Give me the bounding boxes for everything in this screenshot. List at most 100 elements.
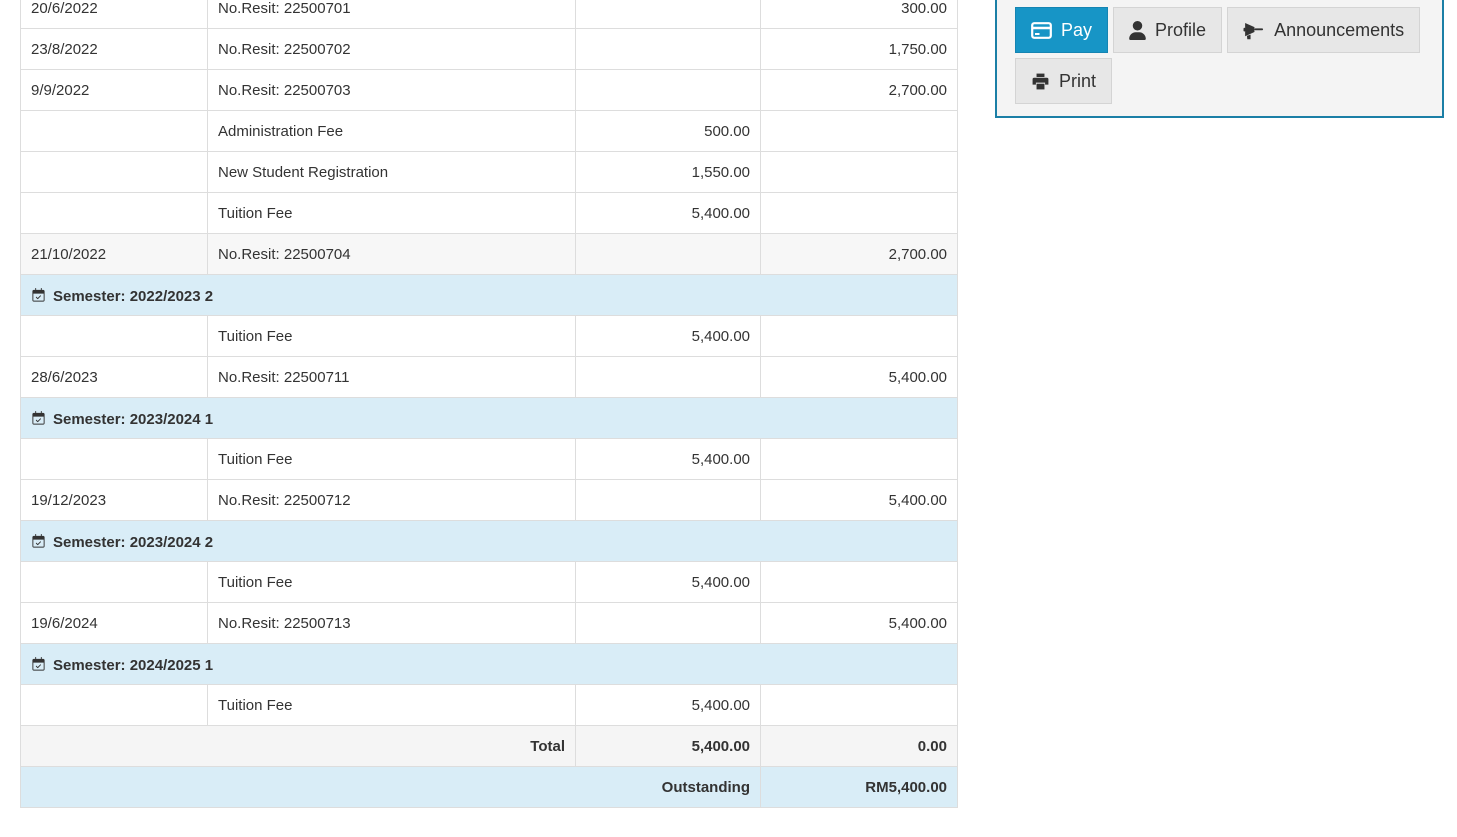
cell-description: Administration Fee (207, 110, 576, 152)
cell-debit: 500.00 (575, 110, 761, 152)
outstanding-row: Outstanding RM5,400.00 (20, 766, 958, 808)
action-panel: Pay Profile Announcements Print (995, 0, 1444, 118)
table-row: 19/12/2023 No.Resit: 22500712 5,400.00 (20, 479, 958, 521)
cell-credit (760, 110, 958, 152)
cell-date (20, 110, 208, 152)
cell-credit (760, 151, 958, 193)
fee-table-body: 20/6/2022 No.Resit: 22500701 300.00 23/8/20… (20, 0, 958, 726)
cell-date (20, 192, 208, 234)
cell-debit (575, 602, 761, 644)
table-row: 20/6/2022 No.Resit: 22500701 300.00 (20, 0, 958, 29)
cell-credit: 300.00 (760, 0, 958, 29)
table-row: Tuition Fee 5,400.00 (20, 684, 958, 726)
cell-description: No.Resit: 22500702 (207, 28, 576, 70)
cell-description: Tuition Fee (207, 684, 576, 726)
cell-date: 23/8/2022 (20, 28, 208, 70)
cell-debit (575, 28, 761, 70)
cell-credit: 2,700.00 (760, 69, 958, 111)
cell-debit (575, 69, 761, 111)
button-label: Announcements (1274, 20, 1405, 40)
semester-label-text: Semester: 2023/2024 2 (53, 533, 214, 551)
cell-credit (760, 192, 958, 234)
cell-debit: 5,400.00 (575, 438, 761, 480)
cell-debit (575, 0, 761, 29)
table-row: Administration Fee 500.00 (20, 110, 958, 152)
cell-debit (575, 479, 761, 521)
semester-label: Semester: 2024/2025 1 (20, 643, 958, 685)
cell-description: No.Resit: 22500712 (207, 479, 576, 521)
table-row: 28/6/2023 No.Resit: 22500711 5,400.00 (20, 356, 958, 398)
cell-credit: 5,400.00 (760, 479, 958, 521)
cell-date: 19/12/2023 (20, 479, 208, 521)
cell-debit: 5,400.00 (575, 192, 761, 234)
total-debit: 5,400.00 (575, 725, 761, 767)
cell-credit: 2,700.00 (760, 233, 958, 275)
cell-date: 28/6/2023 (20, 356, 208, 398)
cell-date: 19/6/2024 (20, 602, 208, 644)
print-button[interactable]: Print (1015, 58, 1113, 104)
table-row: Tuition Fee 5,400.00 (20, 315, 958, 357)
cell-description: No.Resit: 22500711 (207, 356, 576, 398)
cell-description: Tuition Fee (207, 315, 576, 357)
table-row: Tuition Fee 5,400.00 (20, 192, 958, 234)
table-row: New Student Registration 1,550.00 (20, 151, 958, 193)
cell-description: Tuition Fee (207, 192, 576, 234)
profile-button[interactable]: Profile (1113, 7, 1223, 53)
table-row: 9/9/2022 No.Resit: 22500703 2,700.00 (20, 69, 958, 111)
semester-label-text: Semester: 2022/2023 2 (53, 287, 214, 305)
semester-label: Semester: 2023/2024 1 (20, 397, 958, 439)
semester-header-row: Semester: 2024/2025 1 (20, 643, 958, 685)
cell-date: 20/6/2022 (20, 0, 208, 29)
cell-debit: 5,400.00 (575, 315, 761, 357)
cell-credit: 5,400.00 (760, 602, 958, 644)
table-row: 23/8/2022 No.Resit: 22500702 1,750.00 (20, 28, 958, 70)
cell-credit (760, 438, 958, 480)
table-row: Tuition Fee 5,400.00 (20, 561, 958, 603)
calendar-check-icon (32, 410, 45, 425)
calendar-check-icon (32, 287, 45, 302)
cell-description: No.Resit: 22500703 (207, 69, 576, 111)
semester-header-row: Semester: 2023/2024 2 (20, 520, 958, 562)
cell-description: Tuition Fee (207, 561, 576, 603)
button-label: Profile (1155, 20, 1207, 40)
cell-debit: 5,400.00 (575, 561, 761, 603)
cell-description: No.Resit: 22500704 (207, 233, 576, 275)
fee-statement-table: 20/6/2022 No.Resit: 22500701 300.00 23/8/20… (20, 0, 958, 808)
button-label: Pay (1061, 20, 1093, 40)
semester-label: Semester: 2022/2023 2 (20, 274, 958, 316)
cell-debit: 5,400.00 (575, 684, 761, 726)
total-credit: 0.00 (760, 725, 958, 767)
cell-debit (575, 233, 761, 275)
outstanding-label: Outstanding (20, 766, 761, 808)
table-row: 21/10/2022 No.Resit: 22500704 2,700.00 (20, 233, 958, 275)
semester-label-text: Semester: 2024/2025 1 (53, 656, 214, 674)
cell-debit (575, 356, 761, 398)
outstanding-amount: RM5,400.00 (760, 766, 958, 808)
semester-label: Semester: 2023/2024 2 (20, 520, 958, 562)
calendar-check-icon (32, 533, 45, 548)
cell-description: No.Resit: 22500713 (207, 602, 576, 644)
bullhorn-icon (1243, 22, 1264, 39)
pay-button[interactable]: Pay (1015, 7, 1109, 53)
cell-description: No.Resit: 22500701 (207, 0, 576, 29)
cell-description: Tuition Fee (207, 438, 576, 480)
calendar-check-icon (32, 656, 45, 671)
cell-date (20, 438, 208, 480)
action-button-row: Pay Profile Announcements Print (1015, 7, 1425, 104)
semester-label-text: Semester: 2023/2024 1 (53, 410, 214, 428)
table-row: 19/6/2024 No.Resit: 22500713 5,400.00 (20, 602, 958, 644)
user-icon (1129, 20, 1146, 40)
cell-credit: 1,750.00 (760, 28, 958, 70)
cell-credit (760, 561, 958, 603)
cell-description: New Student Registration (207, 151, 576, 193)
total-row: Total 5,400.00 0.00 (20, 725, 958, 767)
button-label: Print (1059, 71, 1097, 91)
cell-date (20, 151, 208, 193)
announcements-button[interactable]: Announcements (1227, 7, 1421, 53)
cell-date (20, 561, 208, 603)
cell-credit: 5,400.00 (760, 356, 958, 398)
cell-date (20, 315, 208, 357)
cell-credit (760, 315, 958, 357)
cell-date: 21/10/2022 (20, 233, 208, 275)
credit-card-icon (1031, 21, 1052, 39)
